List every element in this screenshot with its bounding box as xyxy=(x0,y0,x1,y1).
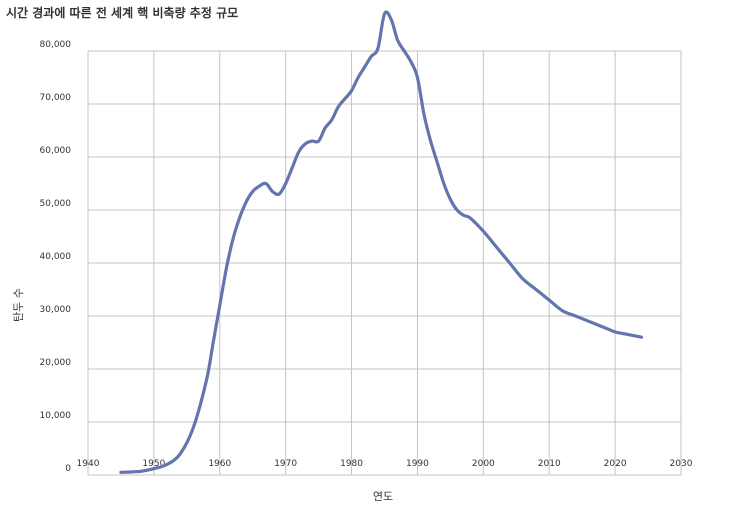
y-tick-label: 50,000 xyxy=(40,199,72,209)
x-tick-label: 1960 xyxy=(208,459,231,469)
x-tick-label: 1990 xyxy=(406,459,429,469)
x-tick-label: 2030 xyxy=(670,459,693,469)
y-tick-label: 10,000 xyxy=(40,411,72,421)
tick-labels: 0 10,000 20,000 30,000 40,000 50,000 60,000 70,… xyxy=(40,40,693,474)
y-tick-label: 40,000 xyxy=(40,252,72,262)
y-tick-label: 20,000 xyxy=(40,358,72,368)
y-tick-label: 30,000 xyxy=(40,305,72,315)
x-axis-label: 연도 xyxy=(373,490,393,503)
x-tick-label: 1950 xyxy=(142,459,165,469)
series-line xyxy=(119,10,644,474)
y-tick-label: 80,000 xyxy=(40,40,72,50)
x-tick-label: 1940 xyxy=(77,459,100,469)
x-tick-label: 2020 xyxy=(604,459,627,469)
x-tick-label: 2010 xyxy=(538,459,561,469)
y-tick-label: 70,000 xyxy=(40,93,72,103)
grid xyxy=(87,50,682,476)
y-axis-label: 탄두 수 xyxy=(12,288,25,322)
x-tick-label: 1970 xyxy=(274,459,297,469)
x-tick-label: 1980 xyxy=(340,459,363,469)
chart-title: 시간 경과에 따른 전 세계 핵 비축량 추정 규모 xyxy=(6,6,239,20)
y-tick-label: 60,000 xyxy=(40,146,72,156)
x-tick-label: 2000 xyxy=(472,459,495,469)
y-tick-label: 0 xyxy=(65,464,71,474)
series-layer xyxy=(119,10,644,474)
